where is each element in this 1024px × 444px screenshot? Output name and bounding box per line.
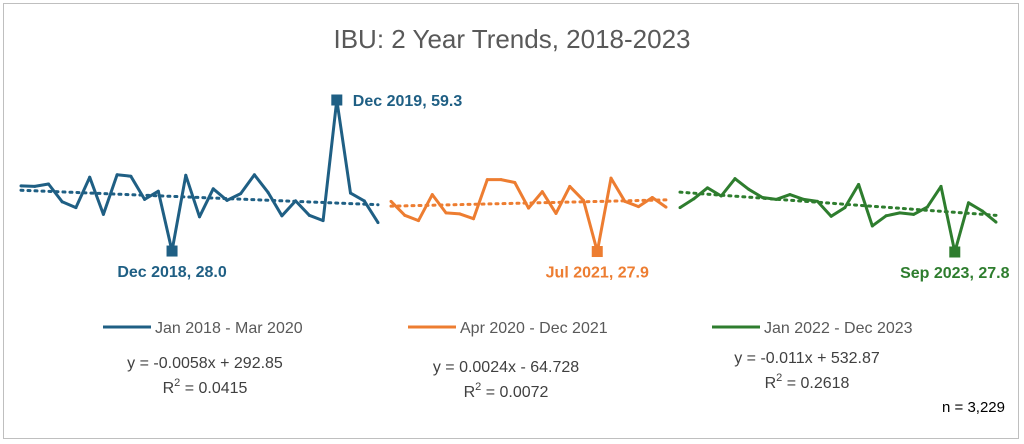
data-point-1-15 xyxy=(211,187,215,191)
data-point-2-11 xyxy=(527,206,530,210)
data-point-3-22 xyxy=(967,201,971,205)
annotation-marker-3 xyxy=(591,246,603,258)
data-point-1-23 xyxy=(321,219,325,223)
data-point-1-5 xyxy=(74,206,78,210)
data-point-2-12 xyxy=(540,190,544,194)
data-point-3-20 xyxy=(939,184,943,188)
data-point-3-16 xyxy=(884,214,888,218)
data-point-2-19 xyxy=(637,205,640,209)
trend-equation-2: y = 0.0024x - 64.728 xyxy=(433,359,579,376)
annotation-marker-2 xyxy=(166,245,178,257)
legend-label-3: Jan 2022 - Dec 2023 xyxy=(764,320,913,337)
annotation-label-4: Sep 2023, 27.8 xyxy=(900,265,1010,282)
data-point-2-20 xyxy=(650,195,654,199)
data-point-3-14 xyxy=(857,182,861,186)
data-point-3-4 xyxy=(719,194,723,198)
data-point-3-7 xyxy=(760,195,764,199)
data-point-3-12 xyxy=(829,214,833,218)
data-point-3-3 xyxy=(705,186,709,190)
sample-size-note: n = 3,229 xyxy=(942,399,1005,416)
data-point-3-1 xyxy=(678,206,682,210)
data-point-1-8 xyxy=(115,173,119,177)
data-point-1-9 xyxy=(129,174,133,178)
data-point-2-14 xyxy=(568,184,572,188)
data-point-1-26 xyxy=(362,199,366,203)
data-point-1-6 xyxy=(88,175,92,179)
data-point-1-1 xyxy=(19,184,23,188)
chart-frame xyxy=(3,3,1019,439)
data-point-1-13 xyxy=(184,173,188,177)
annotation-marker-1 xyxy=(331,94,343,106)
data-point-3-23 xyxy=(980,209,984,213)
data-point-1-3 xyxy=(46,182,50,186)
data-point-3-24 xyxy=(994,220,998,224)
data-point-1-20 xyxy=(280,214,284,218)
data-point-3-6 xyxy=(747,187,751,191)
data-point-1-2 xyxy=(33,184,37,188)
data-point-2-18 xyxy=(623,199,627,203)
data-point-3-5 xyxy=(733,177,737,181)
annotation-marker-4 xyxy=(949,246,961,258)
data-point-2-21 xyxy=(664,205,668,209)
data-point-1-16 xyxy=(225,198,229,202)
trend-r2-1: R2 = 0.0415 xyxy=(163,377,248,397)
data-point-1-11 xyxy=(156,189,160,193)
data-point-1-27 xyxy=(376,221,380,225)
trend-r2-2: R2 = 0.0072 xyxy=(464,381,549,401)
trend-r2-3: R2 = 0.2618 xyxy=(765,372,850,392)
data-point-1-10 xyxy=(143,197,147,201)
data-point-3-19 xyxy=(925,205,929,209)
series-line-2 xyxy=(389,176,667,253)
legend-label-2: Apr 2020 - Dec 2021 xyxy=(460,320,608,337)
annotation-label-2: Dec 2018, 28.0 xyxy=(117,264,227,281)
trend-equation-1: y = -0.0058x + 292.85 xyxy=(127,355,283,372)
data-point-2-8 xyxy=(485,178,489,182)
data-point-3-11 xyxy=(815,199,819,203)
series-line-1 xyxy=(20,98,380,253)
data-point-1-21 xyxy=(294,199,298,203)
annotations: Dec 2019, 59.3 Dec 2018, 28.0 Jul 2021, 27… xyxy=(117,93,1009,282)
data-point-2-4 xyxy=(430,193,434,197)
chart-title: IBU: 2 Year Trends, 2018-2023 xyxy=(333,24,690,54)
data-point-3-15 xyxy=(870,224,874,228)
data-point-3-10 xyxy=(802,197,806,201)
data-point-2-1 xyxy=(389,199,393,203)
data-point-2-6 xyxy=(458,212,462,216)
data-point-2-15 xyxy=(582,198,585,202)
data-point-2-13 xyxy=(554,211,558,215)
legend: Jan 2018 - Mar 2020 Apr 2020 - Dec 2021 Ja… xyxy=(103,320,913,337)
data-point-3-17 xyxy=(898,211,902,215)
data-point-2-2 xyxy=(403,213,407,217)
data-point-1-14 xyxy=(198,215,201,219)
data-point-2-7 xyxy=(472,217,475,221)
data-point-2-9 xyxy=(499,178,503,182)
data-point-1-4 xyxy=(60,200,64,204)
data-point-2-3 xyxy=(417,219,420,223)
annotation-label-1: Dec 2019, 59.3 xyxy=(353,93,463,110)
legend-label-1: Jan 2018 - Mar 2020 xyxy=(155,320,303,337)
trend-equation-3: y = -0.011x + 532.87 xyxy=(734,350,880,367)
series-line-3 xyxy=(679,177,997,254)
data-point-2-17 xyxy=(609,176,613,180)
data-point-3-18 xyxy=(912,212,916,216)
data-point-3-9 xyxy=(788,193,792,197)
data-point-1-19 xyxy=(266,191,270,195)
data-point-1-18 xyxy=(252,173,256,177)
data-point-3-13 xyxy=(843,206,847,210)
data-point-3-2 xyxy=(692,197,696,201)
data-point-3-8 xyxy=(774,197,778,201)
data-point-2-10 xyxy=(513,181,517,185)
data-point-1-22 xyxy=(307,213,311,217)
data-point-1-25 xyxy=(349,191,353,195)
trendlines xyxy=(19,188,998,217)
data-point-1-17 xyxy=(239,192,243,196)
data-point-2-5 xyxy=(444,211,448,215)
data-point-1-7 xyxy=(101,212,105,216)
series-lines xyxy=(19,98,998,254)
annotation-label-3: Jul 2021, 27.9 xyxy=(546,265,649,282)
trend-equations: y = -0.0058x + 292.85 R2 = 0.0415 y = 0.00… xyxy=(127,350,880,401)
